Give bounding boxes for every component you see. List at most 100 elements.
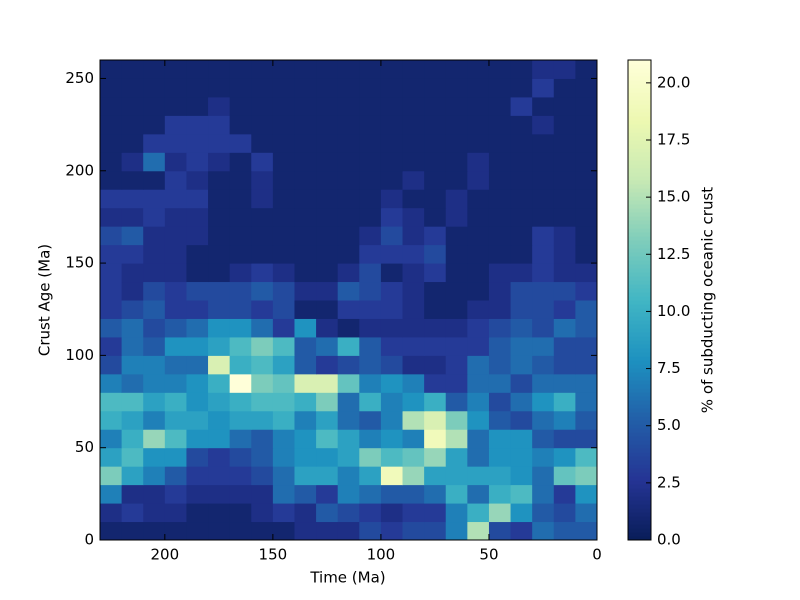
heatmap-cell (510, 115, 533, 135)
heatmap-cell (445, 410, 468, 430)
x-tick-label: 150 (259, 546, 288, 564)
heatmap-cell (337, 115, 360, 135)
heatmap-cell (294, 318, 317, 338)
heatmap-cell (143, 115, 166, 135)
heatmap-cell (532, 410, 555, 430)
heatmap-cell (380, 336, 404, 356)
colorbar-swatch (628, 440, 651, 445)
heatmap-cell (424, 503, 447, 523)
heatmap-cell (208, 152, 231, 172)
heatmap-cell (100, 318, 123, 338)
heatmap-cell (229, 373, 252, 393)
heatmap-cell (316, 318, 339, 338)
heatmap-cell (424, 281, 447, 301)
heatmap-cell (575, 78, 598, 98)
heatmap-cell (208, 484, 231, 504)
heatmap-cell (359, 263, 382, 283)
heatmap-cell (532, 503, 555, 523)
heatmap-cell (402, 410, 425, 430)
heatmap-cell (424, 115, 447, 135)
heatmap-cell (164, 484, 187, 504)
colorbar-swatch (628, 500, 651, 505)
heatmap-cell (121, 281, 144, 301)
heatmap-cell (402, 244, 425, 264)
heatmap-cell (143, 410, 166, 430)
heatmap-cell (316, 503, 339, 523)
heatmap-cell (488, 133, 512, 153)
heatmap-cell (316, 170, 339, 190)
heatmap-cell (272, 207, 295, 227)
heatmap-cell (229, 115, 252, 135)
heatmap-cell (121, 60, 144, 79)
x-tick-label: 100 (367, 546, 396, 564)
colorbar-swatch (628, 396, 651, 401)
heatmap-cell (424, 133, 447, 153)
heatmap-cell (143, 300, 166, 319)
heatmap-cell (467, 78, 490, 98)
heatmap-cell (445, 115, 468, 135)
heatmap-cell (467, 226, 490, 246)
heatmap-cell (272, 521, 295, 541)
heatmap-cell (143, 447, 166, 467)
colorbar-swatch (628, 360, 651, 365)
heatmap-cell (510, 484, 533, 504)
heatmap-cell (251, 60, 274, 79)
heatmap-cell (510, 503, 533, 523)
colorbar-swatch (628, 256, 651, 261)
heatmap-cell (294, 133, 317, 153)
heatmap-cell (272, 373, 295, 393)
colorbar-label: % of subducting oceanic crust (699, 187, 717, 413)
heatmap-cell (532, 189, 555, 209)
heatmap-cell (272, 355, 295, 375)
heatmap-cell (294, 244, 317, 264)
heatmap-cell (186, 410, 209, 430)
heatmap-cell (294, 170, 317, 190)
heatmap-cell (251, 392, 274, 412)
heatmap-cell (229, 503, 252, 523)
heatmap-cell (488, 355, 512, 375)
heatmap-cell (402, 373, 425, 393)
heatmap-cell (510, 318, 533, 338)
heatmap-cell (316, 447, 339, 467)
heatmap-cell (229, 466, 252, 486)
heatmap-cell (467, 429, 490, 449)
heatmap-cell (316, 336, 339, 356)
colorbar-tick-label: 17.5 (657, 131, 690, 149)
heatmap-cell (337, 521, 360, 541)
heatmap-cell (553, 60, 576, 79)
heatmap-cell (294, 503, 317, 523)
heatmap-cell (251, 152, 274, 172)
heatmap-cell (488, 263, 512, 283)
colorbar-swatch (628, 524, 651, 529)
heatmap-cell (316, 244, 339, 264)
heatmap-cell (467, 466, 490, 486)
heatmap-cell (100, 300, 123, 319)
heatmap-cell (553, 207, 576, 227)
heatmap-cell (532, 355, 555, 375)
heatmap-cell (316, 429, 339, 449)
heatmap-cell (402, 336, 425, 356)
y-tick-label: 150 (65, 254, 94, 272)
heatmap-cell (380, 466, 404, 486)
heatmap-cell (294, 78, 317, 98)
colorbar-swatch (628, 188, 651, 193)
heatmap-cell (553, 244, 576, 264)
colorbar-swatch (628, 388, 651, 393)
heatmap-cell (380, 152, 404, 172)
colorbar-swatch (628, 92, 651, 97)
heatmap-cell (251, 207, 274, 227)
heatmap-cell (532, 281, 555, 301)
heatmap-cell (553, 281, 576, 301)
heatmap-cell (272, 447, 295, 467)
heatmap-cell (445, 373, 468, 393)
heatmap-cell (424, 300, 447, 319)
colorbar-swatch (628, 104, 651, 109)
heatmap-cell (164, 355, 187, 375)
heatmap-cell (467, 521, 490, 541)
heatmap-cell (100, 503, 123, 523)
heatmap-cell (359, 133, 382, 153)
heatmap-cell (359, 300, 382, 319)
heatmap-cell (380, 429, 404, 449)
heatmap-cell (100, 336, 123, 356)
heatmap-cell (467, 410, 490, 430)
